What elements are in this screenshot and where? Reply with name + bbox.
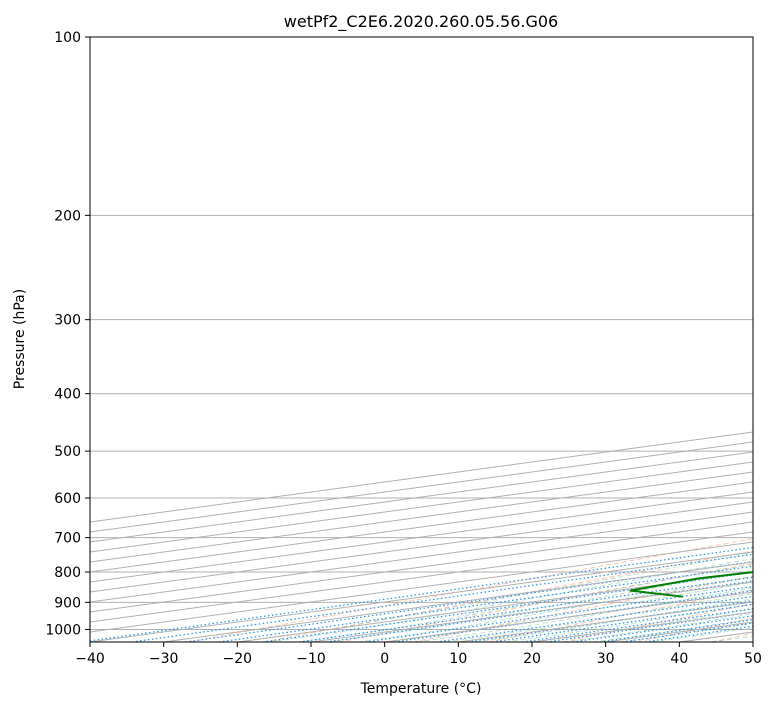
mixing-ratio-line xyxy=(299,576,753,642)
y-tick-label: 600 xyxy=(54,491,81,507)
y-tick-label: 200 xyxy=(54,208,81,224)
isotherm-line xyxy=(90,471,753,563)
y-tick-label: 700 xyxy=(54,531,81,547)
x-tick-label: 30 xyxy=(597,651,615,667)
x-tick-label: 40 xyxy=(670,651,688,667)
y-tick-label: 800 xyxy=(54,565,81,581)
x-tick-label: 10 xyxy=(449,651,467,667)
isotherm-line xyxy=(90,451,753,543)
isotherm-line xyxy=(90,511,753,603)
isotherm-line xyxy=(90,501,753,593)
y-axis-label: Pressure (hPa) xyxy=(12,289,28,389)
y-tick-label: 500 xyxy=(54,444,81,460)
x-tick-label: 50 xyxy=(744,651,762,667)
y-tick-label: 400 xyxy=(54,387,81,403)
y-tick-label: 300 xyxy=(54,313,81,329)
x-tick-label: −20 xyxy=(223,651,253,667)
x-tick-label: −30 xyxy=(149,651,179,667)
y-tick-label: 100 xyxy=(54,30,81,46)
isotherm-line xyxy=(90,491,753,583)
plot-area xyxy=(90,37,753,642)
x-tick-label: −10 xyxy=(296,651,326,667)
chart-title: wetPf2_C2E6.2020.260.05.56.G06 xyxy=(284,12,558,32)
isotherm-line xyxy=(90,481,753,573)
y-axis-ticks: 100 200 300 400 500 600 700 800 900 1000 xyxy=(45,30,90,638)
x-tick-label: −40 xyxy=(75,651,105,667)
isobar-grid xyxy=(90,37,753,630)
isotherm-line xyxy=(90,531,753,623)
isotherm-line xyxy=(90,461,753,553)
plot-frame xyxy=(89,36,754,643)
x-tick-label: 20 xyxy=(523,651,541,667)
y-tick-label: 1000 xyxy=(45,622,81,638)
mixing-ratio-line xyxy=(365,585,753,642)
x-axis-ticks: −40 −30 −20 −10 0 10 20 30 40 50 xyxy=(75,642,762,667)
isotherm-grid xyxy=(90,431,753,642)
x-tick-label: 0 xyxy=(380,651,389,667)
x-axis-label: Temperature (°C) xyxy=(360,681,482,697)
isotherm-line xyxy=(90,521,753,613)
y-tick-label: 900 xyxy=(54,595,81,611)
